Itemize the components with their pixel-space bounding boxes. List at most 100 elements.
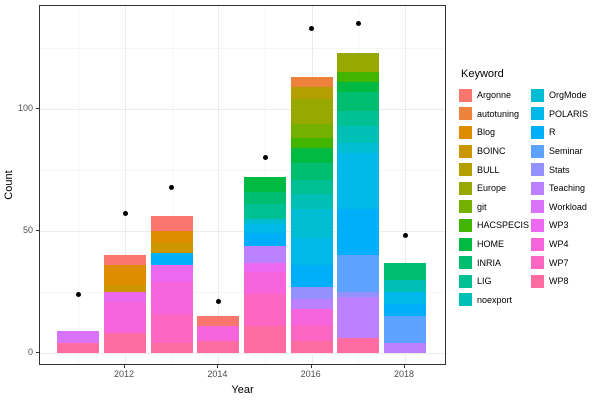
x-tick-label: 2012	[113, 369, 135, 379]
bar-segment-Seminar	[384, 316, 427, 344]
legend-item: Argonne	[459, 86, 531, 105]
legend-item: WP4	[531, 235, 597, 254]
grid-major-y	[40, 231, 445, 232]
bar-segment-WP7	[290, 326, 333, 341]
y-tick-mark	[36, 108, 39, 109]
bar-segment-Teaching	[244, 245, 286, 263]
x-tick-label: 2014	[207, 369, 228, 379]
legend-item: autotuning	[459, 105, 531, 124]
bar-segment-Argonne	[104, 255, 146, 266]
bar-segment-noexport	[337, 126, 380, 144]
legend-label: Blog	[477, 127, 496, 138]
bar-segment-POLARIS	[244, 223, 286, 234]
legend-label: Stats	[549, 164, 570, 175]
bar-segment-INRIA	[384, 262, 427, 280]
bar-segment-autotuning	[290, 77, 333, 88]
legend-label: BULL	[477, 164, 500, 175]
bar-segment-BOINC	[104, 284, 146, 292]
bar-segment-HACSPECIS	[337, 72, 380, 83]
legend-key	[459, 107, 472, 121]
legend-item: WP3	[531, 216, 597, 235]
grid-minor-y	[40, 48, 445, 49]
bar-segment-WP4	[104, 301, 146, 334]
bar-segment-LIG	[244, 204, 286, 219]
legend-key	[459, 163, 472, 177]
bar-segment-POLARIS	[290, 238, 333, 266]
bar-segment-WP4	[150, 282, 193, 314]
legend-item: noexport	[459, 291, 531, 310]
grid-major-y	[40, 109, 445, 110]
bar-segment-WP8	[290, 340, 333, 353]
legend-label: R	[549, 127, 556, 138]
bar-segment-R	[150, 252, 193, 266]
legend-label: Europe	[477, 183, 507, 194]
bar-segment-Argonne	[150, 216, 193, 231]
legend-key	[459, 256, 472, 270]
scatter-point	[169, 184, 175, 190]
bar-segment-WP4	[244, 272, 286, 295]
bar-segment-WP3	[244, 262, 286, 273]
x-tick-mark	[124, 365, 125, 368]
bar-segment-WP8	[57, 343, 100, 353]
bar-segment-INRIA	[290, 162, 333, 180]
bar-segment-INRIA	[244, 191, 286, 205]
bar-segment-OrgMode	[290, 209, 333, 239]
bar-segment-WP8	[337, 338, 380, 353]
grid-major-x	[218, 6, 220, 364]
bar-segment-noexport	[384, 279, 427, 292]
legend-label: autotuning	[477, 108, 520, 119]
legend-label: OrgMode	[549, 90, 587, 101]
legend-label: Seminar	[549, 146, 583, 157]
legend-key	[459, 274, 472, 288]
legend-label: BOINC	[477, 146, 506, 157]
y-tick-mark	[36, 230, 39, 231]
bar-segment-Teaching	[290, 299, 333, 310]
bar-segment-git	[290, 123, 333, 139]
legend-key	[459, 144, 472, 158]
legend-item: Stats	[531, 160, 597, 179]
legend-label: noexport	[477, 294, 513, 305]
legend-item: WP7	[531, 253, 597, 272]
bar-segment-Blog	[104, 265, 146, 285]
grid-major-y	[40, 353, 445, 354]
bar-segment-INRIA	[337, 91, 380, 112]
legend-label: INRIA	[477, 257, 502, 268]
bar-segment-HOME	[244, 177, 286, 192]
bar-segment-LIG	[290, 179, 333, 195]
bar-segment-HOME	[337, 82, 380, 92]
legend-item: HACSPECIS	[459, 216, 531, 235]
legend-key	[531, 274, 544, 288]
bar-segment-noexport	[290, 194, 333, 210]
bar-segment-POLARIS	[337, 152, 380, 210]
legend-label: WP4	[549, 239, 569, 250]
y-tick-label: 50	[22, 225, 33, 235]
bar-segment-Teaching	[337, 296, 380, 339]
grid-minor-x	[78, 6, 80, 364]
bar-segment-OrgMode	[244, 218, 286, 224]
grid-minor-y	[40, 170, 445, 171]
legend-key	[459, 200, 472, 214]
legend-item: R	[531, 123, 597, 142]
bar-segment-Blog	[150, 231, 193, 244]
bar-segment-Argonne	[197, 316, 240, 327]
legend-item: LIG	[459, 272, 531, 291]
legend-key	[531, 88, 544, 102]
bar-segment-OrgMode	[337, 143, 380, 153]
bar-segment-LIG	[337, 111, 380, 127]
bar-segment-R	[337, 209, 380, 256]
grid-major-x	[125, 6, 126, 364]
bar-segment-Europe	[290, 99, 333, 124]
bar-segment-Seminar	[337, 255, 380, 292]
bar-segment-Teaching	[384, 343, 427, 353]
legend-item: Blog	[459, 123, 531, 142]
legend-item: OrgMode	[531, 86, 597, 105]
bar-segment-HACSPECIS	[290, 138, 333, 149]
grid-minor-y	[40, 292, 445, 293]
bar-segment-R	[244, 233, 286, 246]
bar-segment-HOME	[290, 148, 333, 163]
bar-segment-WP7	[244, 294, 286, 327]
legend-key	[459, 125, 472, 139]
bar-segment-WP3	[150, 265, 193, 283]
legend-label: WP8	[549, 276, 569, 287]
